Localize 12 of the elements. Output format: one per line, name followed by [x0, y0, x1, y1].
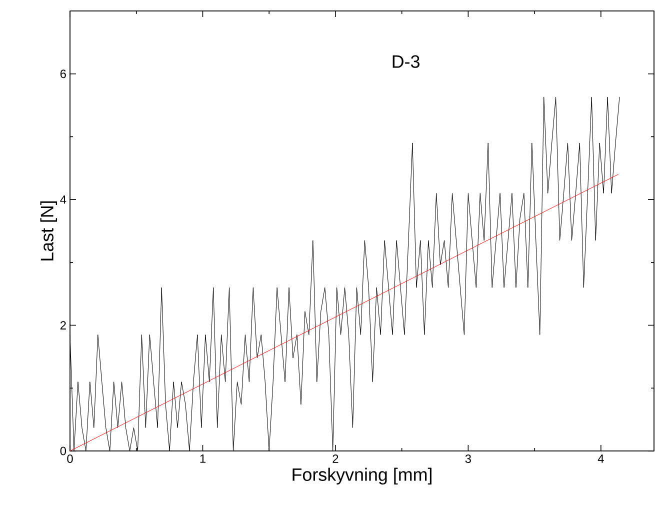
y-tick-label: 0 [60, 446, 66, 456]
y-tick-label: 6 [60, 70, 66, 78]
y-tick-label: 2 [60, 321, 66, 330]
y-axis-title: Last [N] [40, 201, 57, 260]
x-tick-label: 3 [465, 454, 471, 463]
y-tick-label: 4 [60, 195, 66, 204]
x-tick-label: 0 [67, 454, 73, 463]
x-tick-label: 1 [200, 454, 206, 463]
annotation: D-3 [392, 55, 420, 68]
x-tick-label: 2 [332, 454, 338, 463]
x-axis-title: Forskyvning [mm] [292, 468, 432, 485]
x-tick-label: 4 [598, 454, 604, 463]
